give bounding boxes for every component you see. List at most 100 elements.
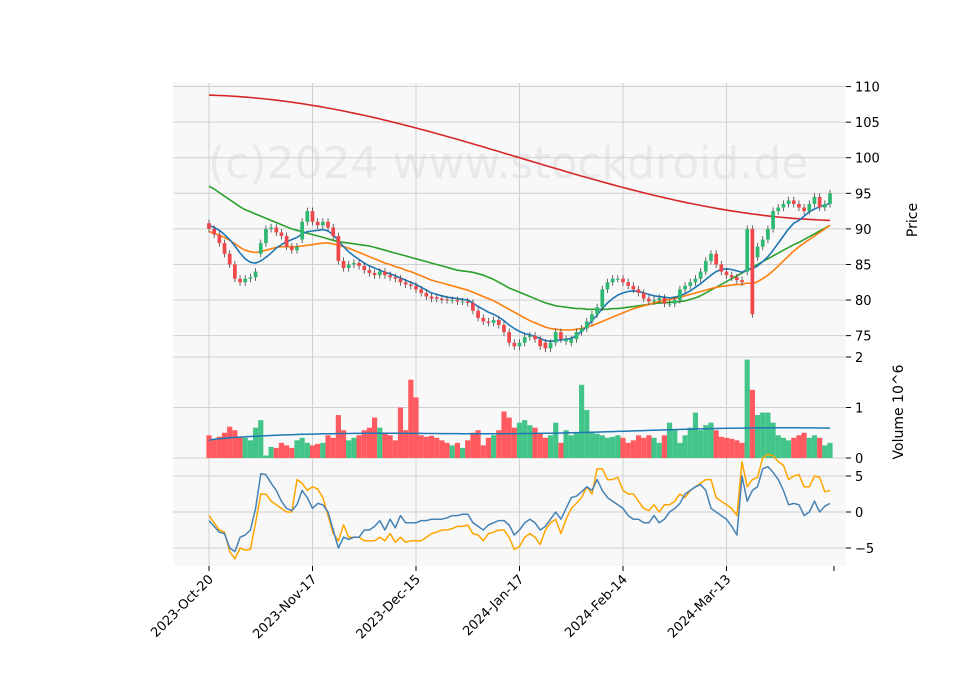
candle-body [776, 207, 781, 212]
candle-body [610, 278, 615, 283]
candle-body [605, 282, 610, 290]
volume-bar [754, 415, 761, 458]
sma-slow-line [208, 185, 831, 311]
candle-body [631, 285, 636, 290]
volume-bar [822, 445, 828, 458]
candle-body [295, 246, 299, 251]
volume-bar [801, 432, 807, 458]
volume-bar [294, 440, 300, 458]
macd-signal-line [208, 453, 831, 560]
volume-bar [278, 442, 285, 458]
candle-body [600, 289, 605, 308]
candle-body [398, 278, 403, 283]
price-tick-label: 90 [855, 223, 872, 238]
candle-body [807, 203, 812, 212]
candle-body [678, 289, 682, 301]
candle-body [781, 203, 786, 208]
volume-bar [532, 427, 538, 458]
x-tick-label: 2024-Jan-17 [460, 572, 527, 639]
volume-bar [817, 437, 823, 458]
candle-body [383, 271, 387, 276]
candle-body [626, 282, 631, 286]
candle-body [212, 228, 217, 235]
candle-body [486, 321, 491, 323]
candle-body [817, 196, 822, 208]
candle-body [667, 303, 672, 305]
candle-body [284, 236, 289, 247]
volume-bar [760, 412, 766, 458]
price-axis-title: Price [905, 203, 921, 237]
candle-body [595, 307, 599, 315]
volume-bar [780, 437, 787, 458]
price-tick-label: 110 [855, 81, 880, 96]
volume-bar [599, 435, 605, 458]
volume-bar [459, 447, 466, 458]
volume-bar [635, 435, 642, 458]
candle-body [450, 300, 455, 302]
candle-body [471, 302, 475, 311]
volume-bar [547, 435, 554, 458]
sma-long-line [208, 94, 831, 222]
volume-bar [589, 432, 595, 458]
volume-bar [335, 415, 341, 458]
volume-bar [289, 447, 295, 458]
x-tick-label: 2024-Feb-14 [562, 572, 631, 641]
candle-body [683, 285, 687, 290]
volume-bar [537, 432, 543, 458]
candle-body [714, 253, 719, 265]
candle-body [755, 246, 760, 258]
candle-body [238, 278, 242, 283]
candle-body [569, 339, 574, 343]
x-tick-label: 2023-Oct-20 [148, 572, 216, 640]
volume-bar [811, 435, 818, 458]
volume-bar [252, 427, 259, 458]
candle-body [253, 271, 258, 278]
candle-body [279, 232, 284, 237]
volume-bar [206, 435, 212, 458]
volume-bar [330, 437, 336, 458]
macd-tick-label: 0 [855, 506, 863, 521]
candle-body [336, 236, 341, 261]
candle-body [760, 239, 765, 247]
volume-bar [227, 426, 233, 458]
price-tick-label: 85 [855, 258, 872, 273]
volume-bar [232, 430, 238, 458]
candle-body [274, 227, 279, 233]
volume-bar [827, 442, 833, 458]
volume-bar [558, 442, 564, 458]
volume-bar [620, 437, 626, 458]
candle-body [584, 321, 589, 329]
volume-bar [729, 438, 735, 458]
volume-bar [315, 443, 321, 458]
candle-body [517, 342, 522, 347]
candle-body [647, 298, 651, 302]
volume-bar [268, 446, 274, 458]
volume-bar [610, 436, 616, 458]
volume-bar [325, 435, 331, 458]
x-tick-label: 2023-Dec-15 [354, 572, 424, 642]
volume-bar [522, 420, 528, 458]
candle-body [233, 264, 237, 279]
volume-bar [408, 379, 414, 458]
candle-body [533, 335, 537, 340]
volume-bar [806, 437, 812, 458]
candle-body [222, 243, 227, 254]
candle-body [476, 310, 480, 318]
volume-bar [242, 437, 248, 458]
candle-body [797, 203, 801, 208]
price-panel-bg [173, 83, 846, 357]
candle-body [553, 332, 558, 343]
candle-body [305, 211, 310, 222]
volume-tick-label: 0 [855, 452, 863, 467]
volume-bar [403, 430, 409, 458]
candle-body [502, 324, 506, 333]
volume-bar [594, 433, 600, 458]
volume-bar [377, 427, 383, 458]
candle-body [636, 289, 641, 293]
candle-body [207, 223, 211, 229]
watermark: (c)2024 www.stockdroid.de [208, 138, 808, 189]
volume-bar [770, 422, 776, 458]
volume-bar [641, 437, 647, 458]
candle-body [579, 328, 584, 333]
candle-body [512, 342, 517, 347]
